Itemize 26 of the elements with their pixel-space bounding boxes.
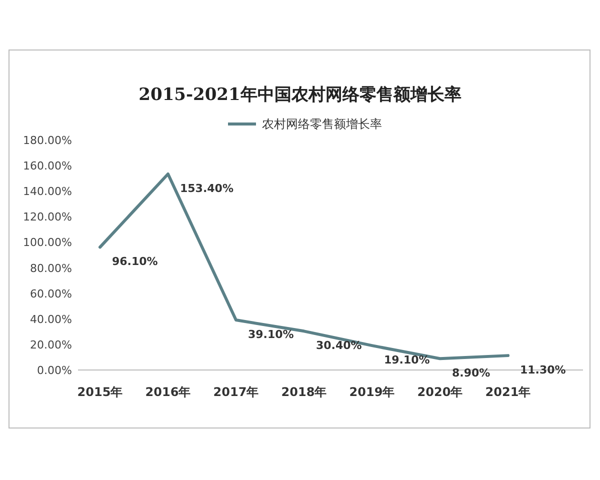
x-tick-label: 2020年 — [417, 385, 463, 399]
x-tick-label: 2021年 — [485, 385, 531, 399]
x-tick-label: 2015年 — [77, 385, 123, 399]
y-tick-label: 100.00% — [23, 236, 72, 250]
x-tick-label: 2019年 — [349, 385, 395, 399]
y-tick-label: 80.00% — [30, 262, 72, 275]
x-tick-label: 2016年 — [145, 385, 191, 399]
y-tick-label: 180.00% — [23, 134, 72, 147]
x-tick-label: 2018年 — [281, 385, 327, 399]
data-label: 39.10% — [248, 328, 294, 342]
data-label: 153.40% — [180, 182, 234, 195]
y-tick-label: 20.00% — [30, 338, 72, 352]
data-label: 19.10% — [384, 354, 430, 367]
y-tick-label: 0.00% — [37, 364, 72, 377]
chart-title: 2015-2021年中国农村网络零售额增长率 — [138, 85, 462, 105]
data-label: 11.30% — [520, 364, 566, 377]
y-tick-label: 160.00% — [23, 160, 72, 173]
y-tick-label: 40.00% — [30, 312, 72, 326]
data-label: 30.40% — [316, 339, 362, 352]
data-label: 8.90% — [452, 366, 490, 380]
x-tick-label: 2017年 — [213, 385, 259, 399]
y-tick-label: 120.00% — [23, 210, 72, 224]
legend-label: 农村网络零售额增长率 — [262, 117, 382, 131]
y-tick-label: 60.00% — [30, 287, 72, 300]
y-tick-label: 140.00% — [23, 185, 72, 198]
data-label: 96.10% — [112, 255, 158, 268]
